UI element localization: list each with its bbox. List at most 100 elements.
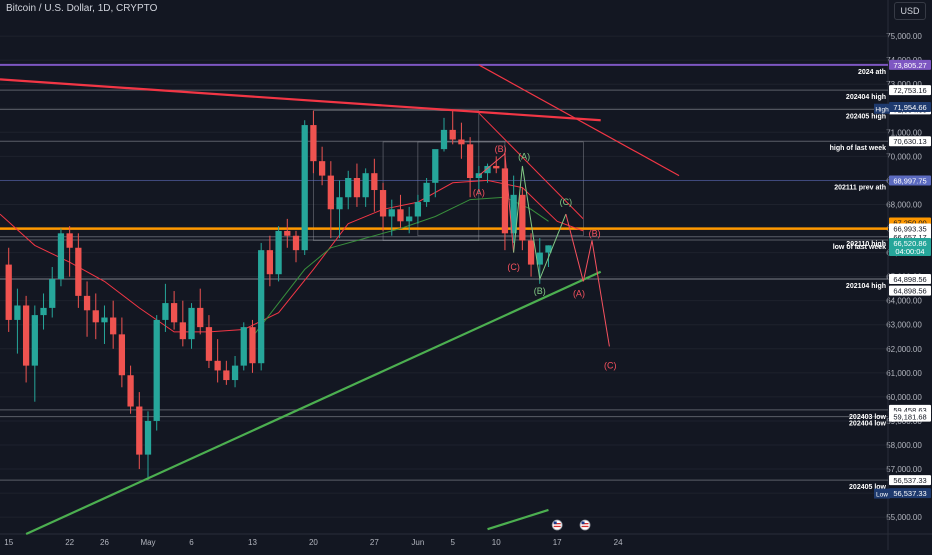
candle-down (466, 144, 474, 178)
us-flag-canton (553, 521, 557, 525)
candle-up (14, 305, 21, 320)
price-tick-label: 55,000.00 (886, 513, 922, 522)
candle-down (118, 334, 126, 376)
candle-up (301, 125, 308, 251)
candle-down (179, 322, 186, 340)
low-of-last-week-line-label: low of last week (833, 244, 886, 251)
202403-low-line-tag-text: 59,458.63 (893, 406, 926, 415)
candle-down (284, 230, 291, 236)
time-tick-label: 27 (370, 538, 379, 547)
wave-label-b-proj: (B) (589, 228, 601, 238)
202110-high-line-tag-text: 66,657.17 (893, 233, 926, 242)
green-abc-wave-past (513, 165, 567, 281)
candle-down (5, 264, 12, 320)
wave-label-a-green: (A) (518, 151, 530, 161)
candle-up (57, 233, 65, 280)
price-tick-label: 68,000.00 (886, 200, 922, 209)
candle-up (144, 420, 152, 455)
candle-down (327, 175, 334, 210)
price-tick-label: 58,000.00 (886, 441, 922, 450)
202405-high-line-label: 202405 high (846, 113, 886, 120)
candle-down (249, 327, 256, 364)
wave-label-b-red: (B) (495, 144, 507, 154)
high-of-last-week-line-tag (889, 136, 931, 147)
2024ath-line-tag (889, 59, 931, 70)
ma-red-tag (889, 285, 931, 296)
time-tick-label: 20 (309, 538, 318, 547)
candle-down (66, 233, 73, 248)
202405-low-line-tag-text: 56,537.33 (893, 476, 926, 485)
time-tick-label: 24 (614, 538, 623, 547)
candle-up (49, 279, 56, 308)
candle-down (519, 194, 526, 241)
time-tick-label: 10 (492, 538, 501, 547)
time-tick-label: 26 (100, 538, 109, 547)
wave-label-a-proj: (A) (573, 288, 585, 298)
wave-label-c-green: (C) (560, 197, 573, 207)
202404-low-line-tag (889, 411, 931, 422)
candle-down (197, 307, 204, 328)
ma-price-tag-text: 66,993.35 (893, 225, 926, 234)
202404-high-line-tag-text: 72,753.16 (893, 86, 926, 95)
high-value-tag (889, 102, 931, 113)
candle-down (170, 303, 178, 323)
green-support-stub (487, 508, 549, 531)
candle-up (440, 129, 448, 150)
low-value-tag-text: 56,537.33 (893, 489, 926, 498)
high-badge (874, 103, 890, 114)
range-box-3 (417, 141, 584, 237)
candle-down (397, 209, 404, 222)
low-badge-text: Low (876, 492, 888, 499)
us-flag-stripe (581, 525, 589, 528)
202110-high-line-label: 202110 high (846, 241, 886, 248)
current-price-tag (889, 237, 931, 256)
202111-prev-ath-line-label: 202111 prev ath (834, 184, 886, 191)
candle-down (501, 168, 509, 234)
price-tick-label: 62,000.00 (886, 345, 922, 354)
green-support-trendline (25, 270, 602, 536)
time-tick-label: 15 (4, 538, 13, 547)
price-tick-label: 71,000.00 (886, 128, 922, 137)
time-tick-label: Jun (411, 538, 424, 547)
red-moving-average (0, 179, 584, 333)
candle-up (31, 315, 38, 366)
candle-down (458, 139, 465, 145)
candle-up (162, 303, 169, 320)
currency-button[interactable]: USD (894, 2, 926, 20)
candle-up (188, 307, 195, 340)
us-flag-canton (581, 521, 585, 525)
candle-up (388, 209, 395, 217)
symbol-title: Bitcoin / U.S. Dollar, 1D, CRYPTO (6, 3, 158, 14)
candle-up (362, 173, 369, 198)
candle-up (231, 365, 239, 381)
time-tick-label: 6 (189, 538, 194, 547)
202404-high-line-tag (889, 85, 931, 96)
candle-up (484, 165, 491, 174)
channel-upper-line (478, 112, 584, 220)
price-tick-label: 73,000.00 (886, 80, 922, 89)
202104-high-line-tag (889, 274, 931, 285)
ma-red-tag-text: 64,898.56 (893, 287, 926, 296)
candle-down (379, 190, 387, 217)
candle-up (545, 245, 552, 253)
time-tick-label: 17 (553, 538, 562, 547)
us-flag-stripe (553, 525, 561, 528)
high-of-last-week-line-tag-text: 70,630.13 (893, 137, 926, 146)
202404-low-line-tag-text: 59,181.68 (893, 413, 926, 422)
low-badge (874, 488, 890, 499)
candle-down (205, 327, 213, 361)
candle-down (527, 240, 535, 265)
candle-up (336, 197, 343, 210)
price-tick-label: 63,000.00 (886, 321, 922, 330)
wave-label-b-green: (B) (534, 286, 546, 296)
202404-high-line-label: 202404 high (846, 94, 886, 101)
price-tick-label: 70,000.00 (886, 152, 922, 161)
202404-low-line-label: 202404 low (849, 421, 887, 428)
current-price-tag-text: 66,520.86 (893, 239, 926, 248)
wave-label-c-proj: (C) (604, 361, 617, 371)
candle-down (83, 295, 91, 311)
wave-label-a-red: (A) (473, 187, 485, 197)
orange-price-tag-text: 67,250.00 (893, 219, 926, 228)
